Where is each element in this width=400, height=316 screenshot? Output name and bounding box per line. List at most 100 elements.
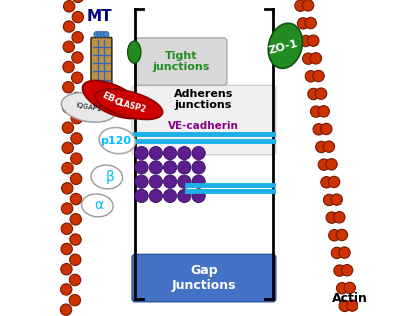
Circle shape <box>63 82 74 93</box>
Circle shape <box>64 1 75 12</box>
Text: Gap
Junctions: Gap Junctions <box>172 264 236 292</box>
Circle shape <box>295 0 306 11</box>
Circle shape <box>316 141 327 153</box>
Circle shape <box>192 175 205 188</box>
Ellipse shape <box>82 81 144 118</box>
Text: EB-1: EB-1 <box>100 91 124 108</box>
Text: Adherens
junctions: Adherens junctions <box>174 89 233 110</box>
Circle shape <box>72 52 83 63</box>
Circle shape <box>149 147 162 160</box>
Circle shape <box>71 153 82 164</box>
Ellipse shape <box>99 128 135 154</box>
Circle shape <box>192 161 205 174</box>
Circle shape <box>336 283 348 294</box>
Circle shape <box>60 304 72 315</box>
Circle shape <box>61 203 73 214</box>
Circle shape <box>331 194 342 205</box>
Circle shape <box>298 18 309 29</box>
Ellipse shape <box>268 23 302 68</box>
Text: ZO-1: ZO-1 <box>267 38 299 56</box>
Circle shape <box>61 264 72 275</box>
Circle shape <box>192 147 205 160</box>
Circle shape <box>135 189 148 203</box>
Circle shape <box>305 17 316 29</box>
Circle shape <box>70 214 81 225</box>
Circle shape <box>72 72 83 83</box>
Circle shape <box>149 175 162 188</box>
Circle shape <box>70 173 82 185</box>
Circle shape <box>70 254 81 265</box>
Circle shape <box>178 189 191 203</box>
Circle shape <box>63 41 74 52</box>
Circle shape <box>135 161 148 174</box>
Circle shape <box>149 189 162 203</box>
Circle shape <box>326 212 338 223</box>
Circle shape <box>321 123 332 135</box>
Circle shape <box>313 70 324 82</box>
Circle shape <box>321 177 332 188</box>
Circle shape <box>347 300 358 311</box>
Circle shape <box>60 284 72 295</box>
Circle shape <box>61 243 72 255</box>
Circle shape <box>97 32 103 37</box>
Circle shape <box>149 161 162 174</box>
Circle shape <box>192 189 205 203</box>
Circle shape <box>310 53 322 64</box>
Circle shape <box>328 176 340 188</box>
Circle shape <box>310 106 322 117</box>
Ellipse shape <box>62 93 116 122</box>
Circle shape <box>164 161 177 174</box>
Text: Actin: Actin <box>332 292 368 305</box>
Circle shape <box>135 175 148 188</box>
Circle shape <box>178 161 191 174</box>
Circle shape <box>342 264 353 276</box>
Circle shape <box>71 133 82 144</box>
Circle shape <box>72 0 84 3</box>
FancyBboxPatch shape <box>132 254 276 302</box>
Circle shape <box>62 142 73 154</box>
Text: α: α <box>94 198 104 212</box>
Circle shape <box>318 106 329 117</box>
Circle shape <box>71 112 82 124</box>
Ellipse shape <box>128 41 141 63</box>
Circle shape <box>326 159 337 170</box>
Circle shape <box>94 32 100 37</box>
FancyBboxPatch shape <box>135 38 227 85</box>
Circle shape <box>70 234 81 245</box>
Circle shape <box>300 35 311 47</box>
Circle shape <box>100 32 106 37</box>
Circle shape <box>344 282 355 294</box>
Circle shape <box>315 88 327 99</box>
Circle shape <box>62 183 73 194</box>
Circle shape <box>339 247 350 258</box>
Text: β: β <box>106 170 114 184</box>
Circle shape <box>323 141 334 152</box>
Circle shape <box>302 0 314 11</box>
Circle shape <box>62 162 73 174</box>
Circle shape <box>334 212 345 223</box>
Circle shape <box>62 102 74 113</box>
Text: p120: p120 <box>100 136 131 146</box>
Circle shape <box>69 274 81 286</box>
Ellipse shape <box>82 194 113 217</box>
Circle shape <box>71 92 83 104</box>
Circle shape <box>164 175 177 188</box>
Circle shape <box>308 35 319 46</box>
Circle shape <box>164 147 177 160</box>
Circle shape <box>70 193 82 205</box>
Circle shape <box>308 88 319 100</box>
Text: IQGAP1: IQGAP1 <box>75 102 102 113</box>
Ellipse shape <box>91 165 122 189</box>
Text: CLASP2: CLASP2 <box>113 97 147 114</box>
Circle shape <box>164 189 177 203</box>
Circle shape <box>72 32 83 43</box>
Circle shape <box>329 229 340 241</box>
Circle shape <box>103 32 109 37</box>
Ellipse shape <box>95 89 163 119</box>
Circle shape <box>63 61 74 73</box>
Circle shape <box>178 147 191 160</box>
FancyBboxPatch shape <box>91 37 112 89</box>
Circle shape <box>336 229 348 240</box>
Circle shape <box>334 265 345 276</box>
Circle shape <box>62 122 74 133</box>
